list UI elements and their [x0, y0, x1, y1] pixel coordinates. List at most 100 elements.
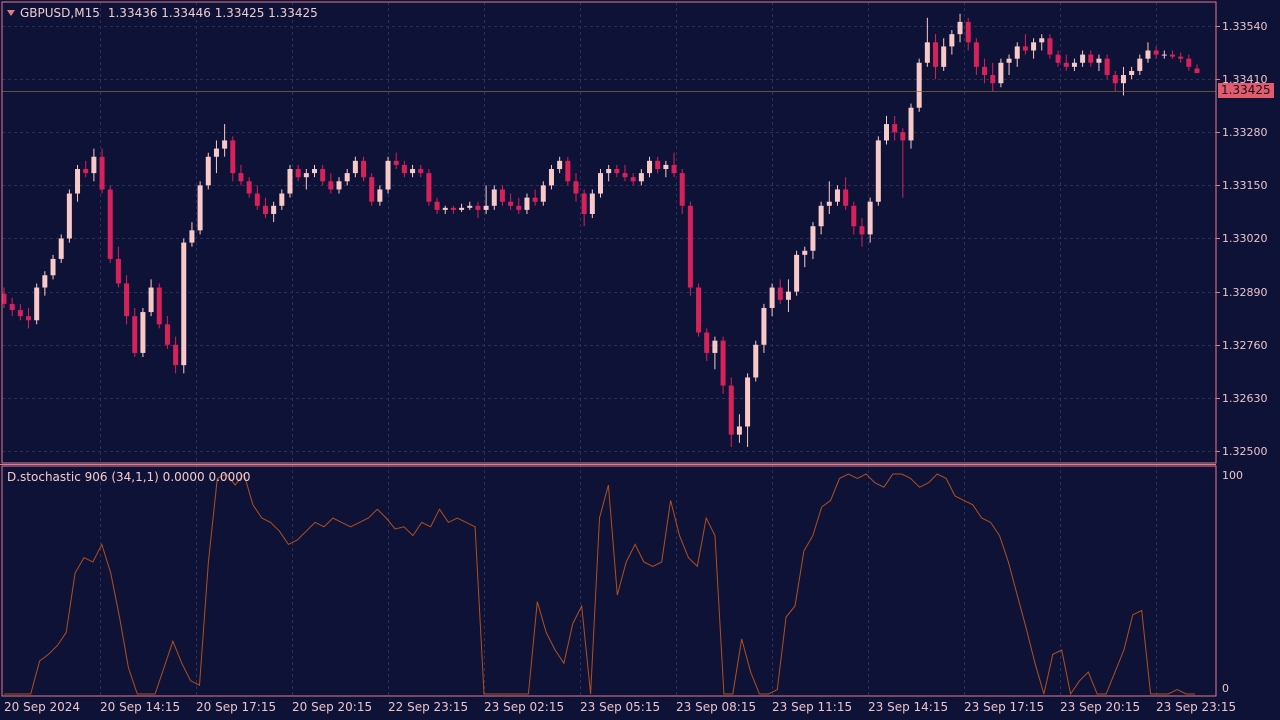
candle-body: [973, 42, 979, 67]
candle-body: [557, 160, 563, 170]
candle-body: [34, 287, 40, 321]
y-axis-label: 1.33280: [1222, 125, 1268, 139]
candle-body: [75, 169, 81, 194]
x-axis-label: 23 Sep 17:15: [964, 700, 1045, 714]
candle-body: [491, 189, 497, 206]
candle-body: [254, 193, 260, 206]
candle-body: [1022, 46, 1028, 51]
candle-body: [189, 230, 195, 243]
candle-body: [42, 275, 48, 288]
candle-body: [826, 201, 832, 206]
candle-body: [532, 197, 538, 202]
candle-body: [908, 107, 914, 141]
candle-body: [785, 291, 791, 300]
candle-body: [312, 169, 318, 174]
candle-body: [704, 332, 710, 353]
candle-body: [287, 169, 293, 194]
candles-group: [1, 13, 1200, 447]
candle-body: [213, 148, 219, 157]
candle-body: [867, 201, 873, 235]
current-price-tag: 1.33425: [1218, 83, 1274, 98]
candle-body: [622, 173, 628, 178]
candle-body: [581, 193, 587, 214]
candle-body: [1071, 62, 1077, 67]
candle-body: [58, 238, 64, 259]
candle-body: [843, 189, 849, 206]
candle-body: [385, 160, 391, 190]
candle-body: [630, 177, 636, 182]
candle-body: [990, 75, 996, 84]
x-axis-label: 20 Sep 2024: [4, 700, 81, 714]
candle-body: [655, 160, 661, 170]
candle-body: [745, 377, 751, 427]
candle-body: [9, 303, 15, 311]
y-axis-label: 1.32890: [1222, 285, 1268, 299]
candle-body: [344, 173, 350, 182]
candle-body: [124, 283, 130, 317]
candle-body: [1006, 58, 1012, 63]
candle-body: [410, 169, 416, 174]
candle-body: [426, 173, 432, 202]
candle-body: [352, 160, 358, 174]
symbol-label: GBPUSD,M15: [20, 6, 100, 20]
candle-body: [941, 46, 947, 67]
candle-body: [1186, 58, 1192, 67]
candle-body: [965, 21, 971, 43]
triangle-down-icon[interactable]: [6, 8, 16, 18]
candle-body: [459, 207, 465, 210]
y-axis-label: 1.33540: [1222, 19, 1268, 33]
candle-body: [499, 189, 505, 202]
candle-body: [1129, 70, 1135, 76]
candle-body: [1104, 58, 1110, 76]
candle-body: [851, 205, 857, 227]
candle-body: [647, 160, 653, 174]
candle-body: [769, 287, 775, 308]
candle-body: [156, 287, 162, 325]
candle-body: [1153, 50, 1159, 55]
candle-body: [998, 62, 1004, 84]
candle-body: [336, 181, 342, 190]
candle-body: [957, 21, 963, 35]
y-axis-label: 1.32630: [1222, 391, 1268, 405]
x-axis-label: 23 Sep 02:15: [484, 700, 565, 714]
candle-body: [91, 156, 97, 174]
candle-body: [173, 344, 179, 366]
y-axis-label: 1.33020: [1222, 231, 1268, 245]
candle-body: [434, 201, 440, 210]
candle-body: [303, 173, 309, 178]
x-axis-label: 23 Sep 11:15: [772, 700, 853, 714]
candle-body: [369, 177, 375, 202]
candle-body: [475, 205, 481, 210]
indicator-axis-bottom: 0: [1222, 682, 1229, 695]
stochastic-line: [4, 472, 1195, 696]
candle-body: [295, 169, 301, 178]
x-axis-label: 20 Sep 20:15: [292, 700, 373, 714]
candle-body: [1047, 38, 1053, 55]
candle-body: [1055, 54, 1061, 63]
candle-body: [418, 169, 424, 174]
candle-body: [516, 205, 522, 210]
candle-body: [720, 340, 726, 386]
x-axis-label: 23 Sep 05:15: [580, 700, 661, 714]
candle-body: [83, 169, 89, 174]
candle-body: [132, 316, 138, 353]
candle-body: [442, 207, 448, 210]
candle-body: [818, 205, 824, 227]
y-axis-label: 1.32760: [1222, 338, 1268, 352]
candle-body: [949, 34, 955, 47]
candle-body: [1096, 58, 1102, 63]
candle-body: [393, 160, 399, 165]
candle-body: [761, 307, 767, 345]
candle-body: [982, 66, 988, 76]
candle-body: [230, 140, 236, 174]
candle-body: [1031, 42, 1037, 51]
candle-body: [1137, 58, 1143, 71]
candle-body: [679, 173, 685, 206]
indicator-pane-border: [1, 465, 1217, 697]
indicator-axis-top: 100: [1222, 469, 1243, 482]
candle-body: [271, 205, 277, 214]
candle-body: [1120, 75, 1126, 84]
candle-body: [205, 156, 211, 186]
